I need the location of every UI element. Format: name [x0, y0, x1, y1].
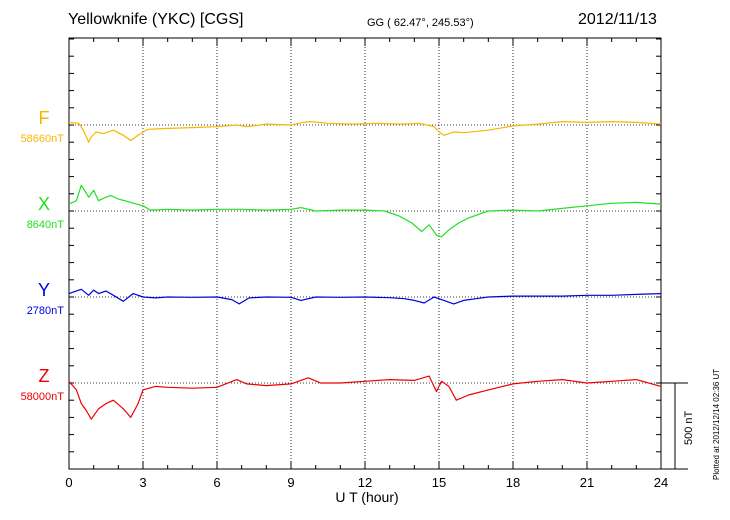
x-tick-label: 15: [432, 475, 446, 490]
date-label: 2012/11/13: [578, 11, 657, 28]
x-tick-label: 0: [65, 475, 72, 490]
x-tick-label: 9: [287, 475, 294, 490]
series-baseline-f: 58660nT: [21, 133, 65, 145]
series-name-x: X: [38, 194, 50, 214]
x-tick-label: 24: [654, 475, 668, 490]
axis-ticks: 0 3 6 9 12 15 18 21 24: [65, 38, 668, 490]
series-line-z: [68, 375, 662, 420]
x-tick-label: 6: [213, 475, 220, 490]
x-axis-label: U T (hour): [335, 489, 398, 505]
series-line-f: [68, 120, 662, 143]
series-line-x: [68, 184, 662, 238]
scale-bar-label: 500 nT: [683, 410, 695, 445]
x-tick-label: 12: [358, 475, 372, 490]
series-name-y: Y: [38, 280, 50, 300]
series-line-y: [68, 288, 662, 305]
x-tick-label: 3: [139, 475, 146, 490]
series-group: F 58660nT X 8640nT Y 2780nT Z 58000nT: [21, 108, 662, 420]
series-baseline-y: 2780nT: [27, 305, 65, 317]
x-tick-label: 21: [580, 475, 594, 490]
station-title: Yellowknife (YKC) [CGS]: [68, 11, 244, 28]
series-baseline-x: 8640nT: [27, 219, 65, 231]
x-tick-label: 18: [506, 475, 520, 490]
series-baseline-z: 58000nT: [21, 391, 65, 403]
series-name-f: F: [39, 108, 50, 128]
grid-lines: [69, 38, 661, 469]
scale-bar: 500 nT: [661, 382, 695, 470]
series-name-z: Z: [39, 366, 50, 386]
coordinates-label: GG ( 62.47°, 245.53°): [367, 17, 474, 29]
